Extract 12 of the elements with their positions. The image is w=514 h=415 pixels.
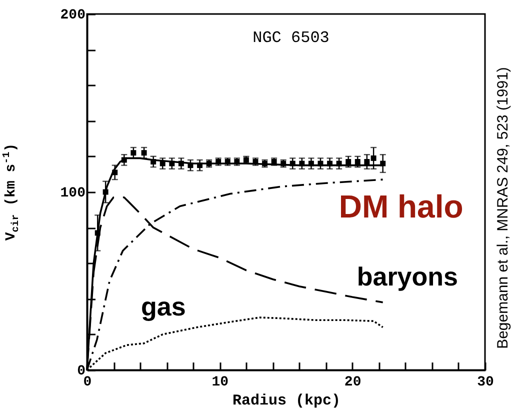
text: NGC 6503: [252, 29, 330, 47]
x-tick-label: 20: [344, 374, 362, 390]
series-label: baryons: [356, 261, 458, 292]
series-label: gas: [141, 291, 186, 322]
x-tick-label: 10: [212, 374, 229, 390]
x-tick-label: 30: [477, 374, 494, 390]
series-label: DM halo: [338, 188, 464, 225]
y-tick-label: 0: [77, 364, 86, 380]
x-axis-title: Radius (kpc): [232, 392, 341, 410]
y-tick-label: 200: [60, 8, 86, 24]
y-tick-label: 100: [60, 186, 86, 202]
text: Begemann et al., MNRAS 249, 523 (1991): [494, 67, 512, 349]
